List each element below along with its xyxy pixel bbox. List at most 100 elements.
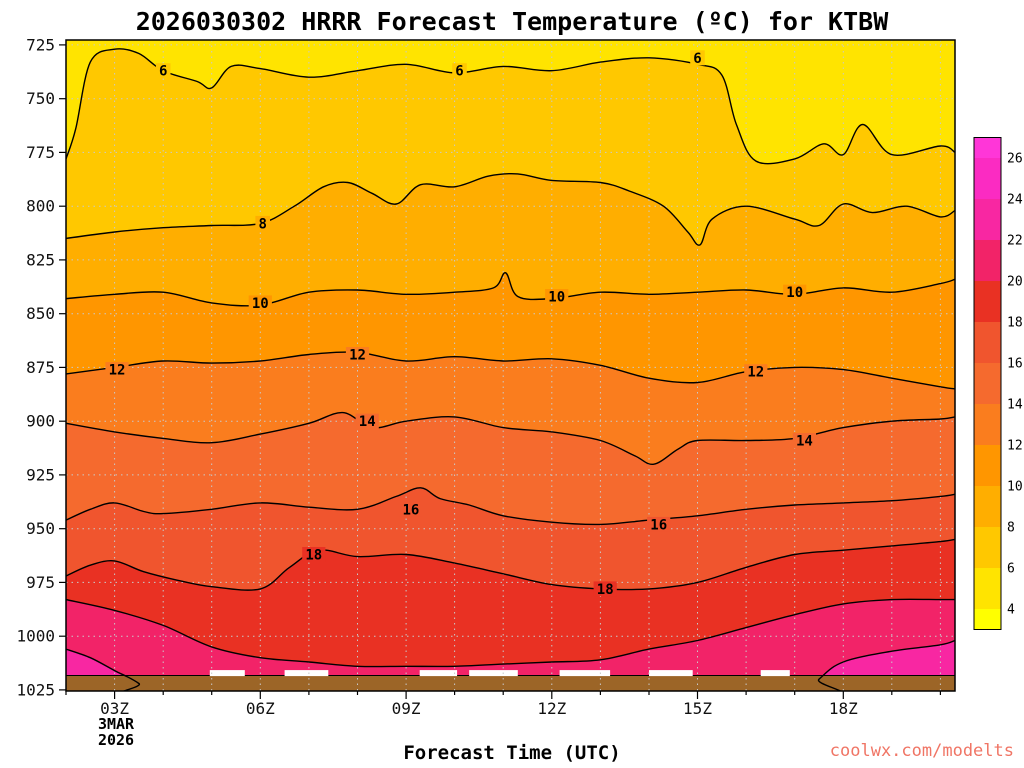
contour-line-18 bbox=[66, 538, 955, 591]
x-tick-label: 03Z bbox=[100, 699, 129, 718]
colorbar-block bbox=[974, 363, 1001, 404]
contour-label: 18 bbox=[305, 548, 322, 564]
x-tick-label: 15Z bbox=[683, 699, 712, 718]
contour-label: 10 bbox=[252, 296, 269, 312]
contour-line-20 bbox=[66, 598, 955, 668]
colorbar-block bbox=[974, 568, 1001, 609]
colorbar-block bbox=[974, 199, 1001, 240]
x-tick-label: 09Z bbox=[392, 699, 421, 718]
contour-label-chip bbox=[355, 413, 379, 429]
colorbar-block bbox=[974, 281, 1001, 322]
y-tick-label: 1000 bbox=[16, 627, 55, 646]
contour-line-8 bbox=[66, 172, 955, 246]
y-tick-label: 875 bbox=[26, 358, 55, 377]
colorbar-label: 8 bbox=[1007, 521, 1015, 536]
x-axis-date-day: 3MAR bbox=[97, 715, 135, 733]
colorbar-block bbox=[974, 609, 1001, 630]
contour-label: 6 bbox=[455, 64, 463, 80]
x-tick-label: 12Z bbox=[537, 699, 566, 718]
y-tick-label: 950 bbox=[26, 519, 55, 538]
surface-gap bbox=[469, 670, 518, 677]
colorbar-label: 12 bbox=[1007, 439, 1023, 454]
contour-line-12 bbox=[66, 351, 955, 390]
contour-label: 16 bbox=[402, 502, 419, 518]
colorbar-label: 6 bbox=[1007, 562, 1015, 577]
contour-label: 18 bbox=[597, 582, 614, 598]
surface-gap bbox=[209, 670, 245, 677]
contour-label-chip bbox=[593, 581, 617, 597]
colorbar-block bbox=[974, 527, 1001, 568]
y-tick-label: 775 bbox=[26, 143, 55, 162]
contour-label: 6 bbox=[159, 64, 167, 80]
contour-label: 12 bbox=[747, 365, 764, 381]
contour-line-10 bbox=[66, 272, 955, 307]
x-tick-label: 06Z bbox=[246, 699, 275, 718]
x-axis-title: Forecast Time (UTC) bbox=[403, 742, 621, 764]
contour-label-chip bbox=[255, 215, 270, 231]
colorbar-label: 20 bbox=[1007, 275, 1023, 290]
colorbar-label: 10 bbox=[1007, 480, 1023, 495]
contour-label: 12 bbox=[109, 363, 126, 379]
colorbar-block bbox=[974, 240, 1001, 281]
band-above-20 bbox=[66, 599, 955, 691]
watermark-link[interactable]: coolwx.com/modelts bbox=[829, 741, 1014, 761]
y-tick-label: 925 bbox=[26, 465, 55, 484]
contour-label: 12 bbox=[349, 348, 366, 364]
colorbar: 4 6 8 10 12 14 16 18 20 22 24 26 bbox=[973, 137, 1023, 630]
surface-gap bbox=[760, 670, 790, 677]
y-tick-label: 900 bbox=[26, 412, 55, 431]
colorbar-block bbox=[974, 486, 1001, 527]
contour-label-chip bbox=[545, 289, 569, 304]
colorbar-block bbox=[974, 158, 1001, 199]
contour-label: 8 bbox=[258, 216, 266, 232]
contour-label-chip bbox=[744, 364, 768, 380]
contour-label: 14 bbox=[359, 414, 376, 430]
surface-gap bbox=[649, 670, 693, 677]
contour-lines bbox=[66, 48, 955, 691]
colorbar-block bbox=[974, 445, 1001, 486]
surface-gap bbox=[419, 670, 458, 677]
colorbar-label: 18 bbox=[1007, 316, 1023, 331]
contour-label-chip bbox=[345, 347, 370, 362]
contour-line-6 bbox=[66, 48, 955, 165]
contour-label-chip bbox=[302, 547, 326, 562]
colorbar-label: 16 bbox=[1007, 357, 1023, 372]
contour-label-chip bbox=[647, 516, 671, 532]
colorbar-block bbox=[974, 322, 1001, 363]
y-tick-label: 800 bbox=[26, 197, 55, 216]
contour-label-chip bbox=[248, 295, 272, 311]
y-tick-labels: 725 750 775 800 825 850 875 900 925 950 975 1000 102… bbox=[16, 35, 55, 699]
contour-label-chip bbox=[690, 50, 705, 66]
surface-gap bbox=[284, 670, 329, 677]
contour-line-22 bbox=[66, 639, 955, 691]
contour-labels: 6 6 6 8 10 10 10 12 12 12 14 14 16 16 18 18 bbox=[105, 50, 816, 598]
y-tick-label: 825 bbox=[26, 250, 55, 269]
y-tick-label: 750 bbox=[26, 89, 55, 108]
terrain-mask bbox=[66, 675, 955, 691]
contour-label-chip bbox=[399, 501, 423, 517]
plot-border bbox=[65, 39, 956, 692]
x-axis-date-year: 2026 bbox=[97, 731, 135, 749]
colorbar-label: 22 bbox=[1007, 234, 1023, 249]
y-tick-label: 1025 bbox=[16, 680, 55, 699]
y-tick-label: 975 bbox=[26, 573, 55, 592]
contour-line-16 bbox=[66, 487, 955, 526]
y-tick-label: 850 bbox=[26, 304, 55, 323]
colorbar-label: 14 bbox=[1007, 398, 1023, 413]
colorbar-block bbox=[974, 404, 1001, 445]
x-tick-labels: 03Z 06Z 09Z 12Z 15Z 18Z bbox=[100, 699, 858, 718]
contour-label: 10 bbox=[786, 285, 803, 301]
contour-label: 10 bbox=[548, 290, 565, 306]
colorbar-label: 26 bbox=[1007, 152, 1023, 167]
contour-fill-bands bbox=[66, 40, 955, 691]
contour-label-chip bbox=[155, 63, 171, 79]
colorbar-label: 24 bbox=[1007, 193, 1023, 208]
colorbar-label: 4 bbox=[1007, 603, 1015, 618]
y-tick-label: 725 bbox=[26, 35, 55, 54]
x-axis-date: 3MAR 2026 bbox=[64, 716, 168, 748]
colorbar-block bbox=[974, 137, 1001, 158]
axis-ticks bbox=[59, 44, 942, 699]
contour-label-chip bbox=[452, 63, 467, 79]
surface-gap bbox=[559, 670, 611, 677]
